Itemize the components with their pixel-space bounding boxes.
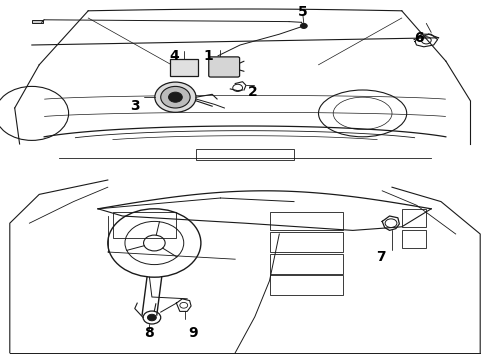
Circle shape xyxy=(300,23,307,28)
Bar xyxy=(270,275,343,295)
Circle shape xyxy=(155,82,196,112)
Bar xyxy=(402,209,426,227)
Bar xyxy=(196,149,294,160)
Circle shape xyxy=(169,92,182,102)
Text: 8: 8 xyxy=(145,326,154,340)
Circle shape xyxy=(161,86,190,108)
Bar xyxy=(32,20,43,23)
FancyBboxPatch shape xyxy=(209,57,240,77)
Bar xyxy=(270,212,343,230)
Circle shape xyxy=(220,64,230,71)
Circle shape xyxy=(147,314,156,321)
Text: 5: 5 xyxy=(298,5,308,18)
Text: 4: 4 xyxy=(169,49,179,63)
Bar xyxy=(402,230,426,248)
Text: 3: 3 xyxy=(130,99,140,113)
Text: 7: 7 xyxy=(376,251,386,264)
Bar xyxy=(270,254,343,274)
Text: 2: 2 xyxy=(247,85,257,99)
Bar xyxy=(113,212,176,238)
Bar xyxy=(270,232,343,252)
Text: 9: 9 xyxy=(189,326,198,340)
Text: 6: 6 xyxy=(414,31,424,45)
Bar xyxy=(170,59,198,76)
Circle shape xyxy=(217,61,234,74)
Text: 1: 1 xyxy=(203,49,213,63)
